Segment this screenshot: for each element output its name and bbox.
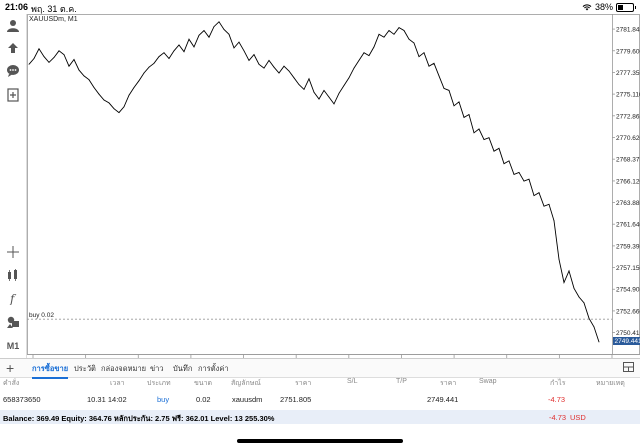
col-profit: กำไร (550, 380, 566, 387)
crosshair-icon[interactable] (5, 244, 21, 260)
col-volume: ขนาด (194, 380, 213, 387)
order-volume: 0.02 (196, 395, 211, 404)
price-tick-label: 2772.865 (616, 113, 640, 120)
clock: 21:06 (5, 2, 29, 12)
chat-icon[interactable] (5, 63, 21, 79)
trade-icon[interactable] (5, 40, 21, 56)
price-tick-label: 2781.845 (616, 27, 640, 34)
price-chart[interactable]: 2781.845 2779.600 2777.355 2775.110 2772.865… (27, 14, 640, 365)
wifi-icon (582, 4, 592, 11)
bottom-tabs: + การซื้อขาย ประวัติ กล่องจดหมาย ข่าว บั… (0, 358, 640, 379)
price-tick-label: 2770.620 (616, 135, 640, 142)
price-tick-label: 2750.415 (616, 330, 640, 337)
order-open-price: 2751.805 (280, 395, 312, 404)
timeframe-m1[interactable]: M1 (6, 341, 20, 351)
col-swap: Swap (479, 378, 497, 385)
current-price-label: 2749.441 (615, 338, 640, 345)
objects-icon[interactable] (5, 314, 21, 330)
price-tick-label: 2759.395 (616, 243, 640, 250)
price-tick-label: 2766.120 (616, 178, 640, 185)
tab-news[interactable]: ข่าว (150, 364, 164, 373)
price-tick-label: 2775.110 (616, 92, 640, 99)
account-icon[interactable] (5, 18, 21, 34)
col-type: ประเภท (147, 380, 171, 387)
price-tick-label: 2752.660 (616, 308, 640, 315)
indicators-icon[interactable] (5, 267, 21, 283)
table-row[interactable]: 658373650 10.31 14:02 buy 0.02 xauusdm 2… (0, 395, 640, 407)
price-tick-label: 2779.600 (616, 48, 640, 55)
date: พฤ. 31 ต.ค. (31, 4, 77, 14)
col-open-price: ราคา (295, 380, 312, 387)
price-tick-label: 2768.375 (616, 157, 640, 164)
chart-area[interactable]: 2781.845 2779.600 2777.355 2775.110 2772.865… (27, 14, 640, 365)
status-bar: 21:06 พฤ. 31 ต.ค. 38% (0, 0, 640, 14)
tab-journal[interactable]: บันทึก (173, 364, 193, 373)
price-tick-label: 2754.905 (616, 287, 640, 294)
price-line (28, 21, 600, 343)
tab-mailbox[interactable]: กล่องจดหมาย (101, 364, 147, 373)
status-right: 38% (582, 2, 636, 12)
price-tick-label: 2763.885 (616, 200, 640, 207)
battery-icon (616, 2, 636, 12)
balance-summary: Balance: 369.49 Equity: 364.76 หลักประกั… (3, 414, 275, 423)
col-price: ราคา (440, 380, 457, 387)
total-profit: -4.73 (549, 413, 567, 422)
col-symbol: สัญลักษณ์ (231, 380, 261, 387)
order-symbol: xauusdm (232, 395, 263, 404)
battery-percent: 38% (594, 2, 613, 12)
chart-symbol: XAUUSDm, M1 (29, 16, 78, 23)
table-header: คำสั่ง เวลา ประเภท ขนาด สัญลักษณ์ ราคา S… (0, 378, 640, 390)
col-order: คำสั่ง (3, 380, 20, 387)
order-time: 10.31 14:02 (87, 395, 127, 404)
order-current-price: 2749.441 (427, 395, 459, 404)
col-comment: หมายเหตุ (596, 380, 625, 387)
tab-trading[interactable]: การซื้อขาย (32, 363, 69, 379)
chart-frame (27, 14, 640, 355)
home-indicator (237, 439, 403, 443)
tab-settings[interactable]: การตั้งค่า (198, 364, 229, 373)
panel-toggle-icon[interactable] (623, 362, 634, 372)
col-time: เวลา (110, 380, 125, 387)
balance-bar: Balance: 369.49 Equity: 364.76 หลักประกั… (0, 410, 640, 424)
price-tick-label: 2757.150 (616, 265, 640, 272)
current-price-box (613, 337, 640, 345)
profit-currency: USD (570, 413, 586, 422)
svg-text:f: f (9, 292, 17, 305)
order-ticket: 658373650 (3, 395, 41, 404)
left-toolbar: f M1 (0, 14, 27, 358)
price-tick-label: 2777.355 (616, 70, 640, 77)
tab-history[interactable]: ประวัติ (74, 364, 96, 373)
new-order-icon[interactable] (5, 87, 21, 103)
order-profit: -4.73 (548, 395, 566, 404)
price-tick-label: 2761.640 (616, 222, 640, 229)
order-type: buy (157, 395, 170, 404)
function-icon[interactable]: f (5, 290, 21, 306)
col-tp: T/P (396, 378, 407, 385)
col-sl: S/L (347, 378, 358, 385)
order-line-label: buy 0.02 (29, 312, 54, 319)
add-icon[interactable]: + (6, 360, 15, 376)
